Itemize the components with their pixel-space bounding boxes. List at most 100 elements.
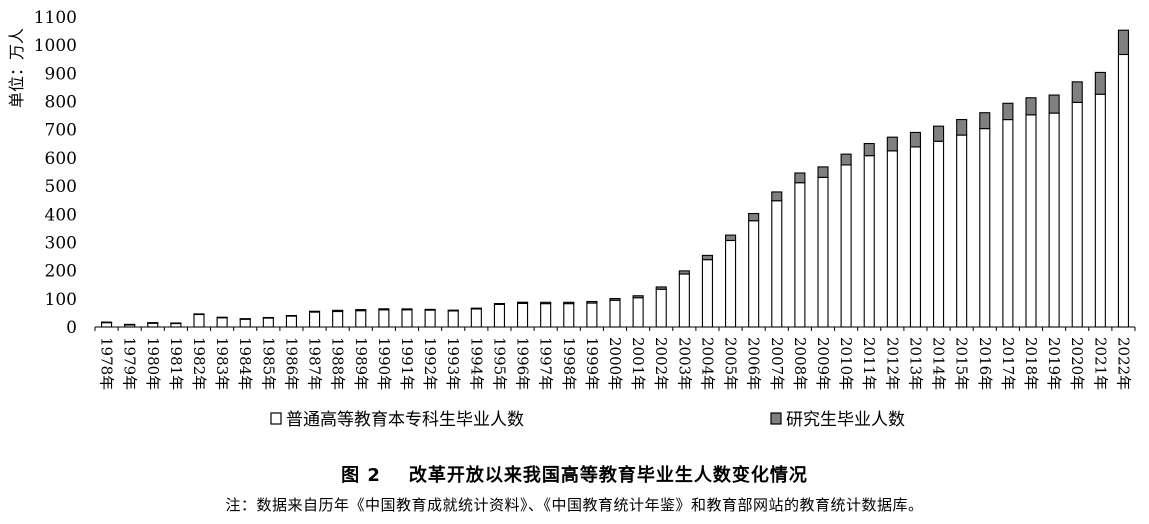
bar-undergrad bbox=[540, 303, 552, 328]
y-tick-label: 1000 bbox=[34, 36, 77, 56]
bar-graduate bbox=[124, 323, 136, 326]
x-tick-label: 2012年 bbox=[883, 337, 901, 390]
bar-graduate bbox=[609, 298, 621, 301]
bar-undergrad bbox=[840, 164, 852, 328]
x-tick-label: 2005年 bbox=[722, 337, 740, 390]
x-tick-label: 1980年 bbox=[144, 337, 162, 390]
x-tick-label: 1986年 bbox=[282, 337, 300, 390]
bar-undergrad bbox=[239, 318, 251, 328]
bar-graduate bbox=[956, 118, 968, 136]
bar-graduate bbox=[355, 309, 367, 312]
bar-undergrad bbox=[216, 316, 228, 328]
bar-graduate bbox=[540, 301, 552, 305]
x-tick-label: 2017年 bbox=[999, 337, 1017, 390]
x-tick-label: 2008年 bbox=[791, 337, 809, 390]
bar-graduate bbox=[170, 322, 182, 325]
x-tick-label: 1979年 bbox=[121, 337, 139, 390]
bar-graduate bbox=[794, 172, 806, 184]
bar-undergrad bbox=[701, 259, 713, 328]
y-tick-label: 500 bbox=[45, 177, 77, 197]
stacked-bar-chart: 单位：万人 0 100 200 300 400 500 600 700 800 900 1000 11… bbox=[7, 8, 1136, 430]
x-tick-label: 1996年 bbox=[514, 337, 532, 390]
bar-graduate bbox=[470, 307, 482, 310]
y-tick-label: 700 bbox=[45, 121, 77, 141]
x-tick-label: 2009年 bbox=[814, 337, 832, 390]
bar-graduate bbox=[1117, 29, 1129, 56]
bar-graduate bbox=[771, 191, 783, 202]
x-tick-label: 1978年 bbox=[98, 337, 116, 390]
bar-undergrad bbox=[193, 313, 205, 328]
bar-undergrad bbox=[909, 146, 921, 328]
bar-graduate bbox=[817, 166, 829, 178]
y-tick-label: 600 bbox=[45, 149, 77, 169]
x-tick-label: 2018年 bbox=[1022, 337, 1040, 390]
bar-graduate bbox=[886, 136, 898, 152]
bar-graduate bbox=[748, 212, 760, 222]
x-tick-label: 1981年 bbox=[167, 337, 185, 390]
bar-graduate bbox=[262, 316, 274, 319]
y-tick-label: 800 bbox=[45, 93, 77, 113]
bar-undergrad bbox=[1002, 119, 1014, 328]
bar-undergrad bbox=[632, 297, 644, 328]
bar-undergrad bbox=[748, 220, 760, 328]
x-tick-label: 2011年 bbox=[860, 337, 878, 390]
bar-graduate bbox=[933, 125, 945, 142]
bar-graduate bbox=[840, 153, 852, 166]
x-tick-label: 1984年 bbox=[236, 337, 254, 390]
bar-undergrad bbox=[678, 273, 690, 328]
bars-group bbox=[101, 29, 1129, 328]
y-tick-label: 0 bbox=[66, 318, 77, 338]
bar-graduate bbox=[1048, 94, 1060, 114]
legend-swatch-undergrad bbox=[270, 412, 282, 425]
bar-graduate bbox=[1094, 71, 1106, 95]
figure-title-text: 改革开放以来我国高等教育毕业生人数变化情况 bbox=[408, 465, 808, 486]
bar-undergrad bbox=[771, 200, 783, 328]
bar-undergrad bbox=[655, 288, 667, 328]
bar-undergrad bbox=[863, 155, 875, 328]
bar-undergrad bbox=[1117, 53, 1129, 328]
bar-graduate bbox=[493, 303, 505, 306]
bar-graduate bbox=[563, 301, 575, 305]
bar-undergrad bbox=[1025, 114, 1037, 328]
bar-undergrad bbox=[609, 299, 621, 328]
bar-graduate bbox=[309, 310, 321, 313]
bar-undergrad bbox=[309, 311, 321, 328]
bar-graduate bbox=[285, 314, 297, 317]
x-tick-label: 2021年 bbox=[1091, 337, 1109, 390]
y-tick-label: 300 bbox=[45, 233, 77, 253]
bar-undergrad bbox=[725, 239, 737, 328]
bar-graduate bbox=[655, 286, 667, 290]
x-tick-label: 1998年 bbox=[560, 337, 578, 390]
bar-undergrad bbox=[563, 303, 575, 328]
bar-graduate bbox=[632, 295, 644, 299]
bar-undergrad bbox=[355, 310, 367, 328]
x-tick-label: 1997年 bbox=[537, 337, 555, 390]
bar-graduate bbox=[909, 131, 921, 148]
x-tick-label: 2019年 bbox=[1045, 337, 1063, 390]
bar-graduate bbox=[1071, 81, 1083, 103]
bar-undergrad bbox=[956, 134, 968, 328]
bar-graduate bbox=[725, 234, 737, 242]
x-axis-ticks: 1978年 1979年 1980年 1981年 1982年 1983年 1984年 1985年… bbox=[94, 327, 1136, 390]
x-tick-label: 2010年 bbox=[837, 337, 855, 390]
bar-undergrad bbox=[1048, 112, 1060, 328]
x-tick-label: 1999年 bbox=[583, 337, 601, 390]
bar-undergrad bbox=[262, 317, 274, 328]
bar-undergrad bbox=[586, 302, 598, 328]
x-tick-label: 2020年 bbox=[1068, 337, 1086, 390]
bar-undergrad bbox=[424, 309, 436, 328]
y-tick-label: 400 bbox=[45, 205, 77, 225]
bar-undergrad bbox=[285, 315, 297, 328]
bar-graduate bbox=[447, 309, 459, 312]
bar-graduate bbox=[424, 308, 436, 311]
x-tick-label: 2006年 bbox=[745, 337, 763, 390]
legend-label-graduate: 研究生毕业人数 bbox=[786, 410, 905, 430]
figure-note: 注：数据来自历年《中国教育成就统计资料》、《中国教育统计年鉴》和教育部网站的教育… bbox=[225, 496, 924, 514]
bar-graduate bbox=[979, 112, 991, 130]
x-tick-label: 1991年 bbox=[398, 337, 416, 390]
bar-undergrad bbox=[1094, 93, 1106, 328]
x-tick-label: 1989年 bbox=[352, 337, 370, 390]
y-axis-label: 单位：万人 bbox=[7, 28, 26, 108]
bar-undergrad bbox=[447, 310, 459, 328]
legend: 普通高等教育本专科生毕业人数 研究生毕业人数 bbox=[270, 410, 905, 430]
